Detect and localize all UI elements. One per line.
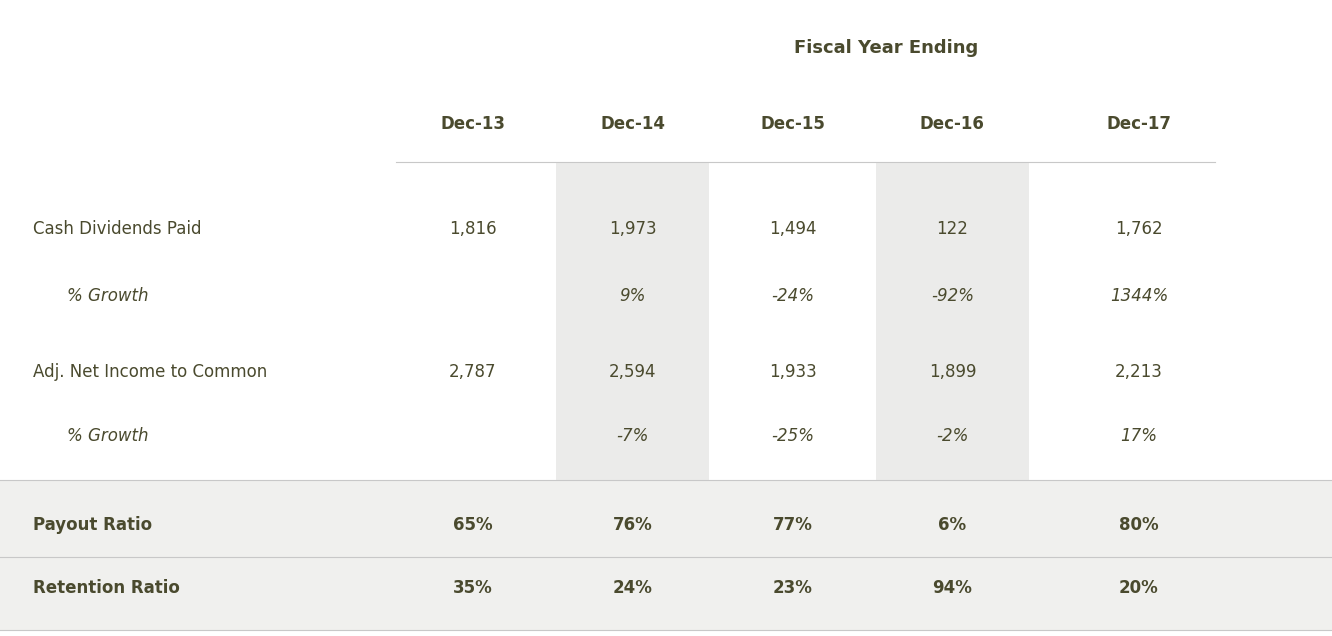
Text: -92%: -92% (931, 287, 974, 305)
Text: 17%: 17% (1120, 427, 1158, 445)
Bar (876, 162, 1028, 630)
Text: -2%: -2% (936, 427, 968, 445)
Text: 80%: 80% (1119, 516, 1159, 534)
Text: 23%: 23% (773, 579, 813, 597)
Text: -24%: -24% (771, 287, 814, 305)
Text: 77%: 77% (773, 516, 813, 534)
Text: Dec-17: Dec-17 (1107, 115, 1171, 133)
Text: 20%: 20% (1119, 579, 1159, 597)
Text: 35%: 35% (453, 579, 493, 597)
Text: Retention Ratio: Retention Ratio (33, 579, 180, 597)
Text: 1,816: 1,816 (449, 220, 497, 238)
Text: % Growth: % Growth (67, 287, 148, 305)
Text: Dec-14: Dec-14 (601, 115, 665, 133)
Text: Payout Ratio: Payout Ratio (33, 516, 152, 534)
Text: Adj. Net Income to Common: Adj. Net Income to Common (33, 363, 268, 381)
Text: 122: 122 (936, 220, 968, 238)
Text: 24%: 24% (613, 579, 653, 597)
Text: Dec-13: Dec-13 (441, 115, 505, 133)
Text: 65%: 65% (453, 516, 493, 534)
Text: Dec-16: Dec-16 (920, 115, 984, 133)
Text: 1,762: 1,762 (1115, 220, 1163, 238)
Text: 2,594: 2,594 (609, 363, 657, 381)
Text: Fiscal Year Ending: Fiscal Year Ending (794, 39, 978, 57)
Bar (0, 480, 1332, 630)
Text: -25%: -25% (771, 427, 814, 445)
Text: 2,213: 2,213 (1115, 363, 1163, 381)
Text: Cash Dividends Paid: Cash Dividends Paid (33, 220, 202, 238)
Text: 1,899: 1,899 (928, 363, 976, 381)
Text: 1,933: 1,933 (769, 363, 817, 381)
Text: 1,494: 1,494 (769, 220, 817, 238)
Text: 6%: 6% (938, 516, 967, 534)
Bar (557, 162, 709, 630)
Text: Dec-15: Dec-15 (761, 115, 825, 133)
Text: 76%: 76% (613, 516, 653, 534)
Text: -7%: -7% (617, 427, 649, 445)
Text: 9%: 9% (619, 287, 646, 305)
Text: % Growth: % Growth (67, 427, 148, 445)
Text: 2,787: 2,787 (449, 363, 497, 381)
Text: 1,973: 1,973 (609, 220, 657, 238)
Text: 1344%: 1344% (1110, 287, 1168, 305)
Text: 94%: 94% (932, 579, 972, 597)
